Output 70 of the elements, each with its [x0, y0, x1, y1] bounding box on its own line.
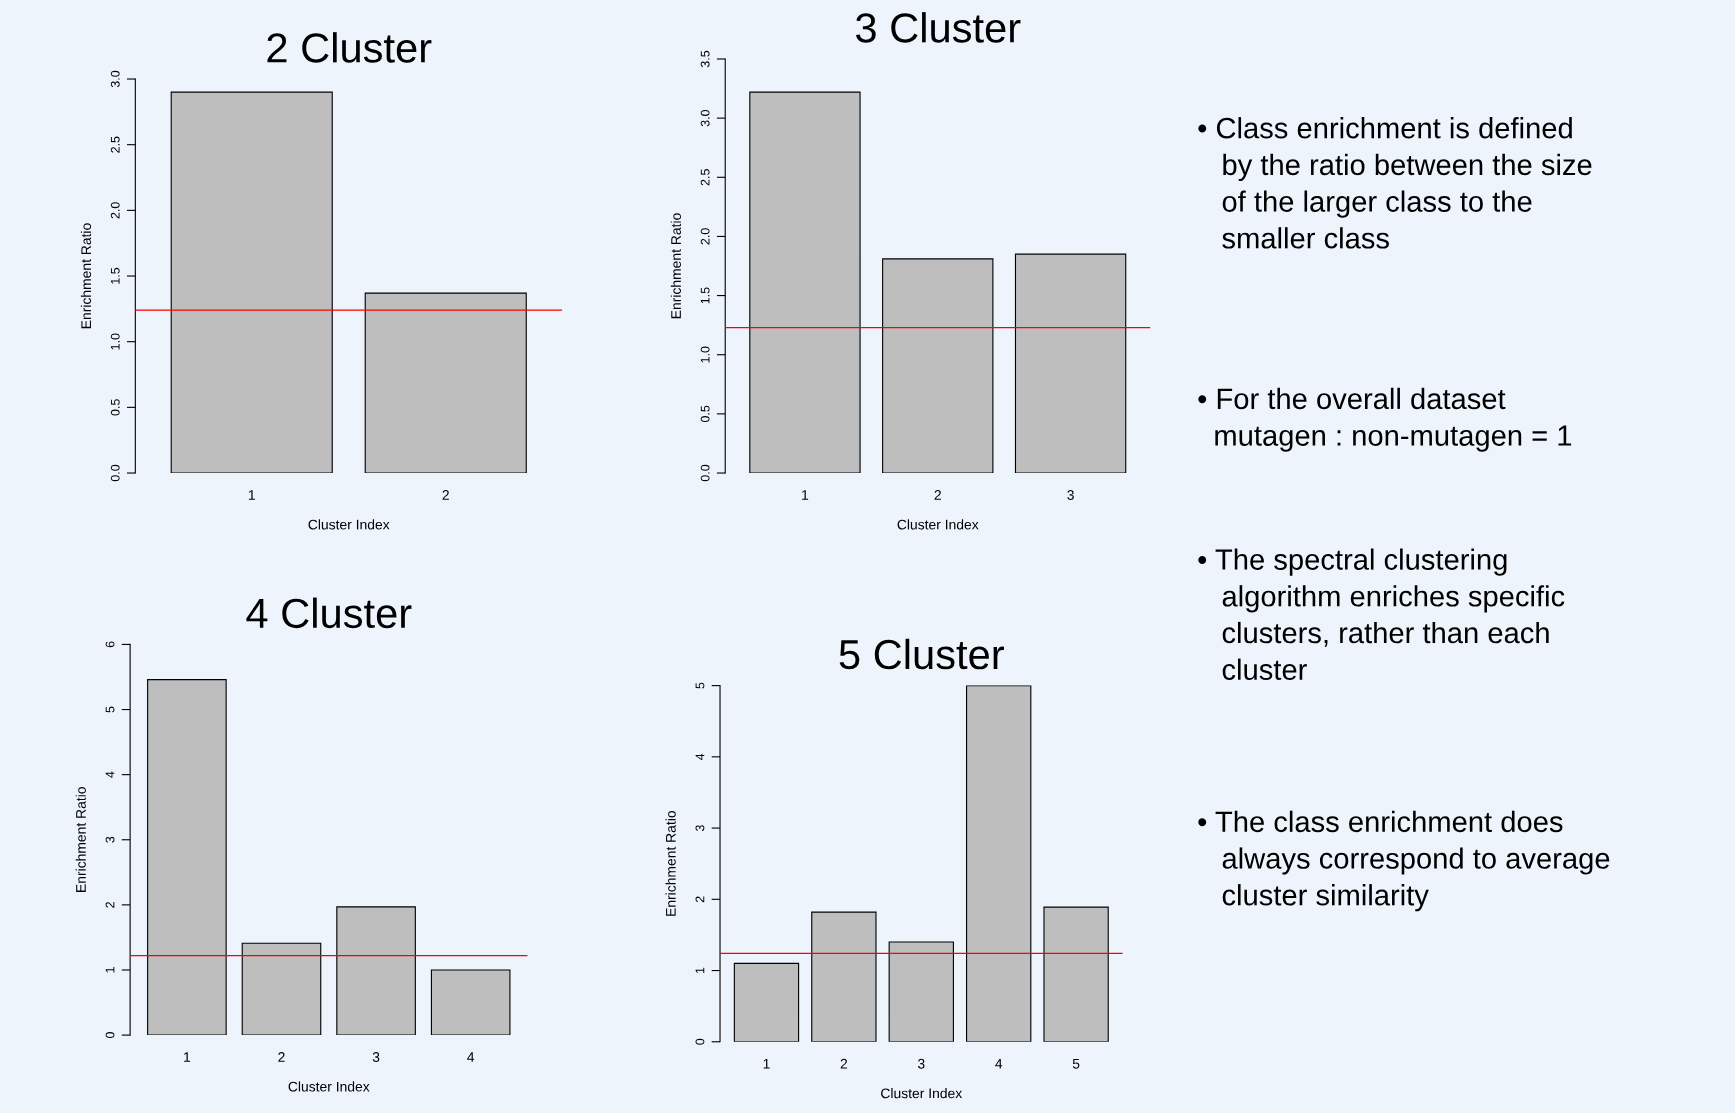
text: • The spectral clustering algorithm enriches specific clusters, rather than each cluster [1198, 548, 1565, 681]
text: • For the overall dataset mutagen : non-mutagen = 1 [1198, 387, 1572, 452]
x-tick-label: 4 [467, 1052, 475, 1062]
text: • The class enrichment does always correspond to average cluster similarity [1198, 810, 1610, 912]
bar [336, 906, 416, 1036]
chart-title: 2 Cluster [267, 32, 432, 63]
y-tick-label: 1.5 [110, 267, 120, 284]
x-tick-label: 1 [763, 1058, 770, 1069]
y-tick-label: 3.0 [110, 70, 120, 88]
x-tick-label: 2 [840, 1058, 848, 1069]
bar [1014, 253, 1127, 474]
y-tick-label: 3 [695, 825, 705, 832]
y-tick-label: 2.0 [110, 202, 120, 219]
x-tick-label: 1 [802, 490, 809, 500]
y-tick-label: 5 [695, 682, 705, 689]
y-tick-label: 0.0 [110, 464, 120, 482]
bar [888, 941, 954, 1042]
bar [811, 911, 877, 1042]
x-tick-label: 2 [442, 490, 449, 500]
y-tick-label: 2.5 [110, 136, 120, 153]
y-tick-label: 4 [695, 753, 705, 761]
bar [733, 962, 800, 1042]
y-tick-label: 3.5 [700, 50, 710, 68]
bar [147, 679, 227, 1036]
chart-title: 4 Cluster [246, 597, 412, 629]
y-tick-label: 1 [105, 967, 115, 973]
y-tick-label: 4 [105, 771, 115, 778]
x-tick-label: 1 [184, 1052, 191, 1062]
y-tick-label: 1.0 [110, 333, 120, 350]
x-tick-label: 3 [1067, 490, 1074, 500]
x-tick-label: 1 [248, 490, 255, 500]
x-axis-title: Cluster Index [881, 1088, 963, 1099]
text: • Class enrichment is defined by the ratio between the size of the larger class to the smaller class [1198, 117, 1592, 249]
bar [430, 969, 511, 1036]
x-tick-label: 2 [278, 1052, 285, 1062]
y-tick-label: 6 [105, 641, 115, 648]
bar [1043, 906, 1109, 1042]
x-tick-label: 3 [372, 1052, 380, 1062]
bar [241, 942, 322, 1036]
y-tick-label: 1.0 [700, 346, 710, 363]
x-axis-title: Cluster Index [308, 519, 390, 530]
y-tick-label: 2.5 [700, 169, 710, 186]
x-tick-label: 2 [934, 490, 941, 500]
bar [882, 258, 994, 474]
y-tick-label: 1.5 [700, 287, 710, 304]
y-axis-title: Enrichment Ratio [80, 223, 92, 329]
y-tick-label: 0 [105, 1032, 115, 1039]
y-tick-label: 1 [695, 967, 705, 974]
bar [966, 685, 1032, 1042]
y-tick-label: 5 [105, 706, 115, 713]
y-tick-label: 3 [105, 836, 115, 843]
y-axis-title: Enrichment Ratio [665, 811, 676, 916]
y-axis-title: Enrichment Ratio [75, 787, 86, 892]
y-tick-label: 0 [695, 1038, 705, 1045]
chart-title: 3 Cluster [856, 12, 1021, 43]
y-tick-label: 3.0 [700, 109, 710, 127]
y-axis-title: Enrichment Ratio [670, 213, 681, 319]
y-tick-label: 0.0 [700, 464, 710, 482]
x-axis-title: Cluster Index [288, 1081, 370, 1092]
x-axis-title: Cluster Index [897, 519, 979, 530]
y-tick-label: 2 [105, 902, 115, 908]
x-tick-label: 3 [917, 1058, 925, 1069]
bar [749, 91, 861, 474]
y-tick-label: 0.5 [110, 399, 120, 416]
chart-title: 5 Cluster [839, 638, 1004, 670]
y-tick-label: 2 [695, 896, 705, 903]
y-tick-label: 2.0 [700, 228, 710, 245]
x-tick-label: 5 [1072, 1058, 1080, 1069]
y-tick-label: 0.5 [700, 405, 710, 423]
x-tick-label: 4 [995, 1058, 1003, 1069]
